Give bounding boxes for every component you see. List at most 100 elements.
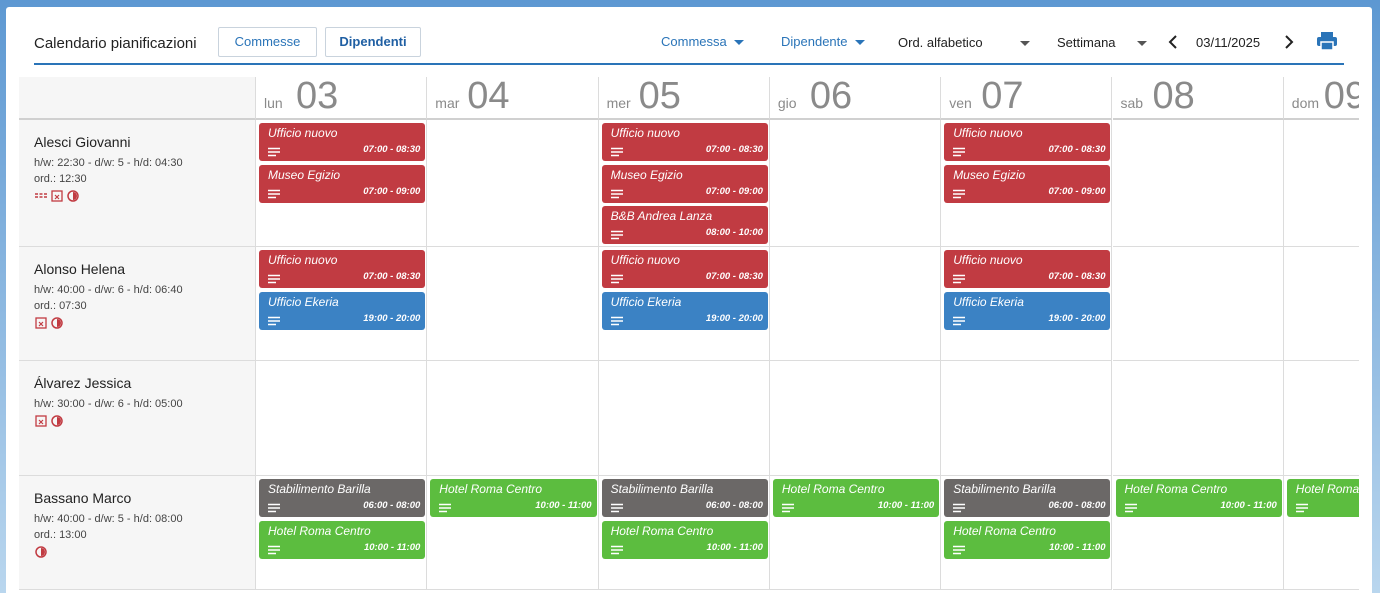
notes-icon (610, 316, 623, 325)
shift-block[interactable]: Ufficio Ekeria 19:00 - 20:00 (601, 291, 768, 330)
shift-time: 07:00 - 09:00 (363, 185, 421, 197)
shift-name: Ufficio Ekeria (610, 294, 682, 309)
employee-cell: Alesci Giovanni h/w: 22:30 - d/w: 5 - h/d… (19, 120, 256, 247)
shift-name: Ufficio Ekeria (953, 294, 1024, 309)
date-field[interactable]: 03/11/2025 (1196, 35, 1261, 50)
notes-icon (610, 545, 623, 554)
shift-name: Ufficio nuovo (268, 253, 338, 267)
employee-hours: h/w: 30:00 - d/w: 6 - h/d: 05:00 (34, 398, 183, 410)
notes-icon (268, 274, 280, 284)
shift-block[interactable]: Ufficio nuovo 07:00 - 08:30 (601, 250, 768, 288)
status-icon (51, 317, 63, 329)
shift-name: Hotel Roma Centro (781, 482, 885, 496)
corner-cell (19, 77, 256, 120)
notes-icon (610, 230, 623, 240)
day-cell (1283, 120, 1359, 247)
day-cell: Ufficio nuovo 07:00 - 08:30 Ufficio Ekeria… (941, 247, 1113, 361)
day-number: 09 (1323, 77, 1359, 117)
notes-icon (781, 503, 794, 513)
shift-name: Stabilimento Barilla (610, 482, 714, 496)
notes-icon (268, 316, 280, 325)
day-number: 08 (1152, 77, 1195, 117)
shift-name: Museo Egizio (953, 167, 1026, 182)
shift-block[interactable]: Ufficio nuovo 07:00 - 08:30 (601, 123, 768, 161)
day-number: 04 (467, 77, 510, 117)
shift-time: 08:00 - 10:00 (705, 227, 763, 239)
shift-name: Hotel Roma Centro (610, 523, 714, 538)
day-cell (427, 247, 599, 361)
filter-dropdown[interactable]: Commessa (661, 34, 744, 49)
shift-name: Stabilimento Barilla (953, 482, 1056, 496)
calendar-grid: lun 03 mar 04 mer 05 gio 06 ven 07 sab 08 dom 09 Alesc… (19, 77, 1359, 593)
weekday: ven (949, 95, 972, 111)
shift-block[interactable]: Stabilimento Barilla 06:00 - 08:00 (944, 479, 1111, 517)
weekday: lun (264, 95, 283, 111)
shift-block[interactable]: Ufficio nuovo 07:00 - 08:30 (944, 123, 1111, 161)
sort-dropdown[interactable]: Ord. alfabetico (898, 35, 1030, 50)
employee-cell: Alonso Helena h/w: 40:00 - d/w: 6 - h/d: … (19, 247, 256, 361)
shift-block[interactable]: Hotel Roma Centro 10:00 - 11:00 (772, 479, 940, 517)
weekday: mar (435, 95, 460, 111)
notes-icon (268, 503, 280, 513)
day-header: sab 08 (1112, 77, 1284, 120)
notes-icon (953, 147, 966, 157)
day-number: 06 (809, 77, 853, 117)
weekday: dom (1291, 95, 1320, 111)
shift-time: 06:00 - 08:00 (363, 500, 421, 511)
shift-block[interactable]: Ufficio nuovo 07:00 - 08:30 (944, 250, 1111, 288)
day-cell (941, 361, 1113, 476)
day-cell: Ufficio nuovo 07:00 - 08:30 Ufficio Ekeria… (256, 247, 428, 361)
notes-icon (1295, 503, 1308, 513)
shift-block[interactable]: Ufficio nuovo 07:00 - 08:30 (259, 123, 426, 161)
shift-block[interactable]: Museo Egizio 07:00 - 09:00 (944, 164, 1111, 203)
shift-block[interactable]: Ufficio Ekeria 19:00 - 20:00 (259, 291, 426, 330)
shift-block[interactable]: B&B Andrea Lanza 08:00 - 10:00 (601, 206, 768, 245)
tab-button[interactable]: Commesse (218, 27, 317, 57)
notes-icon (953, 545, 966, 554)
day-cell (769, 361, 942, 476)
tab-button[interactable]: Dipendenti (325, 27, 421, 57)
shift-block[interactable]: Museo Egizio 07:00 - 09:00 (259, 164, 426, 203)
view-dropdown[interactable]: Settimana (1057, 35, 1147, 50)
notes-icon (1124, 503, 1137, 513)
shift-block[interactable]: Museo Egizio 07:00 - 09:00 (601, 164, 768, 203)
status-icon (35, 317, 47, 329)
shift-block[interactable]: Stabilimento Barilla 06:00 - 08:00 (259, 479, 426, 517)
shift-time: 10:00 - 11:00 (877, 500, 935, 511)
weekday: mer (606, 95, 631, 111)
day-cell: Ufficio nuovo 07:00 - 08:30 Ufficio Ekeria… (598, 247, 770, 361)
notes-icon (268, 189, 280, 198)
shift-block[interactable]: Stabilimento Barilla 06:00 - 08:00 (601, 479, 768, 517)
print-button[interactable] (1316, 31, 1338, 51)
employee-ord: ord.: 07:30 (34, 300, 87, 312)
notes-icon (953, 274, 966, 284)
filter-label: Commessa (661, 34, 727, 49)
notes-icon (610, 503, 623, 513)
day-cell (598, 361, 770, 476)
shift-block[interactable]: Ufficio Ekeria 19:00 - 20:00 (944, 291, 1111, 330)
employee-name: Alonso Helena (34, 261, 126, 277)
day-cell (1283, 361, 1359, 476)
shift-name: Ufficio Ekeria (268, 294, 339, 309)
filter-label: Dipendente (781, 34, 848, 49)
prev-button[interactable] (1166, 34, 1180, 50)
notes-icon (953, 503, 966, 513)
filter-dropdown[interactable]: Dipendente (781, 34, 865, 49)
day-header: dom 09 (1283, 77, 1359, 120)
shift-name: Ufficio nuovo (610, 126, 680, 140)
day-cell (769, 247, 942, 361)
shift-block[interactable]: Ufficio nuovo 07:00 - 08:30 (259, 250, 426, 288)
next-button[interactable] (1282, 34, 1296, 50)
shift-name: Ufficio nuovo (953, 126, 1023, 140)
shift-name: B&B Andrea Lanza (610, 209, 713, 224)
shift-time: 10:00 - 11:00 (363, 541, 421, 553)
notes-icon (610, 147, 623, 157)
